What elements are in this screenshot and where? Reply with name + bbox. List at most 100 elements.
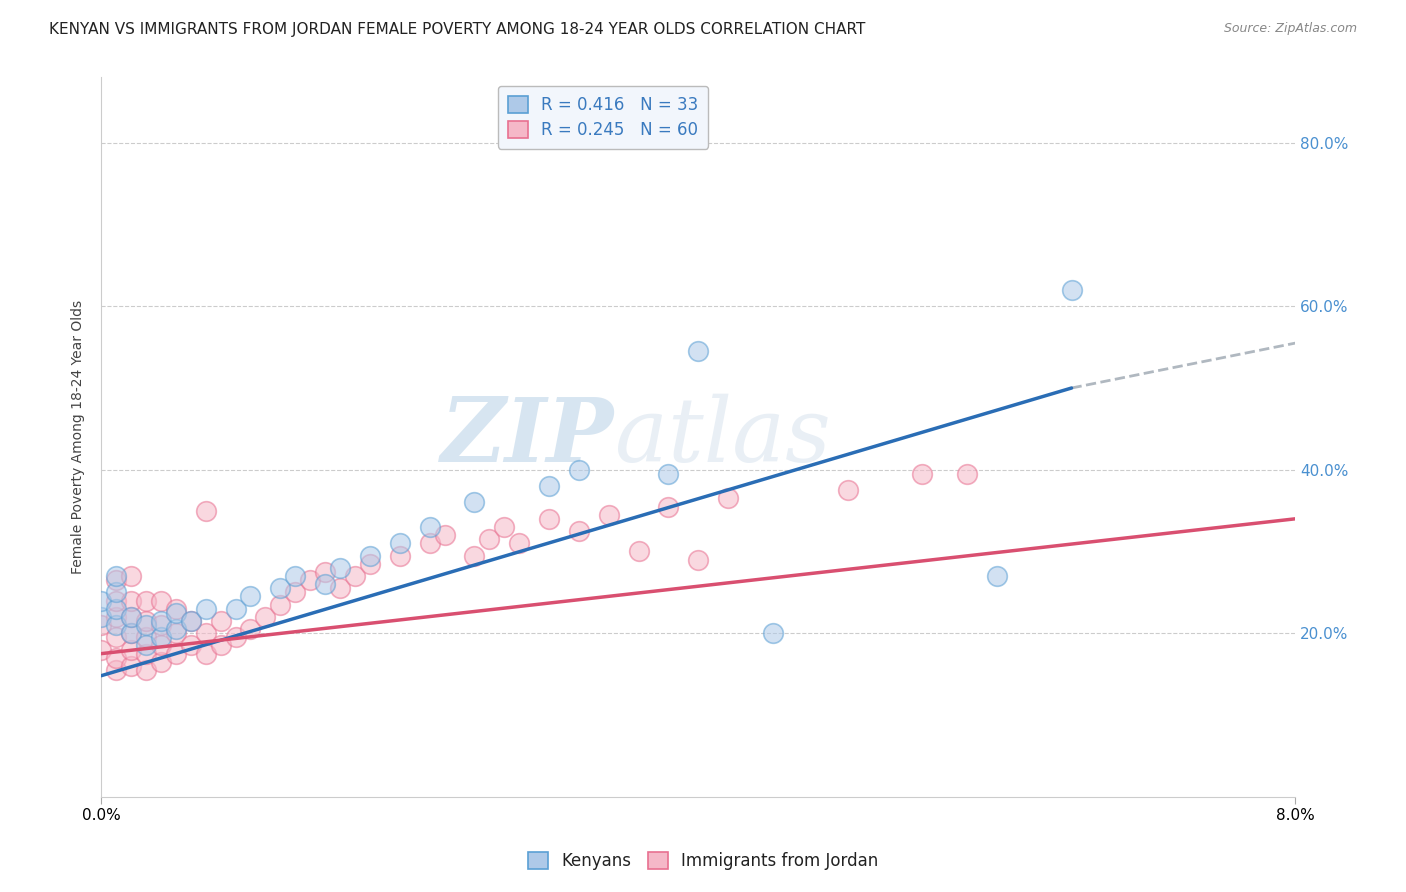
Point bbox=[538, 479, 561, 493]
Legend: R = 0.416   N = 33, R = 0.245   N = 60: R = 0.416 N = 33, R = 0.245 N = 60 bbox=[498, 86, 709, 149]
Point bbox=[194, 626, 217, 640]
Point bbox=[165, 626, 187, 640]
Point bbox=[194, 503, 217, 517]
Point bbox=[657, 500, 679, 514]
Point bbox=[837, 483, 859, 498]
Point bbox=[419, 536, 441, 550]
Point bbox=[225, 630, 247, 644]
Point bbox=[120, 593, 142, 607]
Point bbox=[120, 659, 142, 673]
Text: ZIP: ZIP bbox=[441, 393, 614, 480]
Point bbox=[508, 536, 530, 550]
Point bbox=[433, 528, 456, 542]
Point bbox=[359, 549, 381, 563]
Point bbox=[90, 642, 112, 657]
Point bbox=[269, 581, 291, 595]
Point bbox=[269, 598, 291, 612]
Point bbox=[90, 593, 112, 607]
Point bbox=[463, 495, 485, 509]
Point bbox=[105, 618, 128, 632]
Point bbox=[105, 601, 128, 615]
Point bbox=[105, 569, 128, 583]
Point bbox=[911, 467, 934, 481]
Point bbox=[329, 581, 352, 595]
Point bbox=[135, 593, 157, 607]
Point bbox=[688, 552, 710, 566]
Point bbox=[120, 626, 142, 640]
Point bbox=[149, 639, 172, 653]
Point bbox=[180, 614, 202, 628]
Point bbox=[149, 593, 172, 607]
Point bbox=[538, 512, 561, 526]
Point bbox=[956, 467, 979, 481]
Point bbox=[120, 610, 142, 624]
Point bbox=[568, 463, 591, 477]
Point bbox=[120, 626, 142, 640]
Point bbox=[986, 569, 1008, 583]
Point bbox=[135, 663, 157, 677]
Point bbox=[419, 520, 441, 534]
Point bbox=[90, 610, 112, 624]
Point bbox=[598, 508, 620, 522]
Point bbox=[120, 569, 142, 583]
Point bbox=[135, 639, 157, 653]
Y-axis label: Female Poverty Among 18-24 Year Olds: Female Poverty Among 18-24 Year Olds bbox=[72, 300, 86, 574]
Point bbox=[627, 544, 650, 558]
Point bbox=[225, 601, 247, 615]
Point bbox=[165, 622, 187, 636]
Point bbox=[105, 663, 128, 677]
Point bbox=[180, 614, 202, 628]
Point bbox=[149, 618, 172, 632]
Point bbox=[149, 630, 172, 644]
Point bbox=[329, 561, 352, 575]
Point bbox=[657, 467, 679, 481]
Point bbox=[359, 557, 381, 571]
Point bbox=[105, 610, 128, 624]
Point bbox=[135, 614, 157, 628]
Point bbox=[314, 577, 336, 591]
Point bbox=[165, 601, 187, 615]
Point bbox=[762, 626, 785, 640]
Legend: Kenyans, Immigrants from Jordan: Kenyans, Immigrants from Jordan bbox=[522, 845, 884, 877]
Point bbox=[135, 647, 157, 661]
Point bbox=[165, 647, 187, 661]
Point bbox=[299, 573, 322, 587]
Point bbox=[478, 533, 501, 547]
Point bbox=[314, 565, 336, 579]
Text: Source: ZipAtlas.com: Source: ZipAtlas.com bbox=[1223, 22, 1357, 36]
Point bbox=[120, 610, 142, 624]
Point bbox=[209, 639, 232, 653]
Point bbox=[105, 650, 128, 665]
Point bbox=[239, 590, 262, 604]
Point bbox=[284, 569, 307, 583]
Point bbox=[388, 536, 411, 550]
Point bbox=[388, 549, 411, 563]
Point bbox=[717, 491, 740, 506]
Point bbox=[284, 585, 307, 599]
Point bbox=[135, 630, 157, 644]
Point bbox=[494, 520, 516, 534]
Point bbox=[105, 585, 128, 599]
Point bbox=[688, 344, 710, 359]
Point bbox=[1060, 283, 1083, 297]
Text: KENYAN VS IMMIGRANTS FROM JORDAN FEMALE POVERTY AMONG 18-24 YEAR OLDS CORRELATIO: KENYAN VS IMMIGRANTS FROM JORDAN FEMALE … bbox=[49, 22, 866, 37]
Point bbox=[343, 569, 366, 583]
Point bbox=[120, 642, 142, 657]
Point bbox=[568, 524, 591, 538]
Point bbox=[194, 647, 217, 661]
Point bbox=[105, 630, 128, 644]
Point bbox=[209, 614, 232, 628]
Point bbox=[135, 618, 157, 632]
Point bbox=[105, 593, 128, 607]
Point bbox=[463, 549, 485, 563]
Point bbox=[180, 639, 202, 653]
Point bbox=[149, 614, 172, 628]
Point bbox=[194, 601, 217, 615]
Point bbox=[239, 622, 262, 636]
Point bbox=[165, 606, 187, 620]
Point bbox=[149, 655, 172, 669]
Point bbox=[254, 610, 277, 624]
Text: atlas: atlas bbox=[614, 393, 831, 481]
Point bbox=[90, 618, 112, 632]
Point bbox=[105, 573, 128, 587]
